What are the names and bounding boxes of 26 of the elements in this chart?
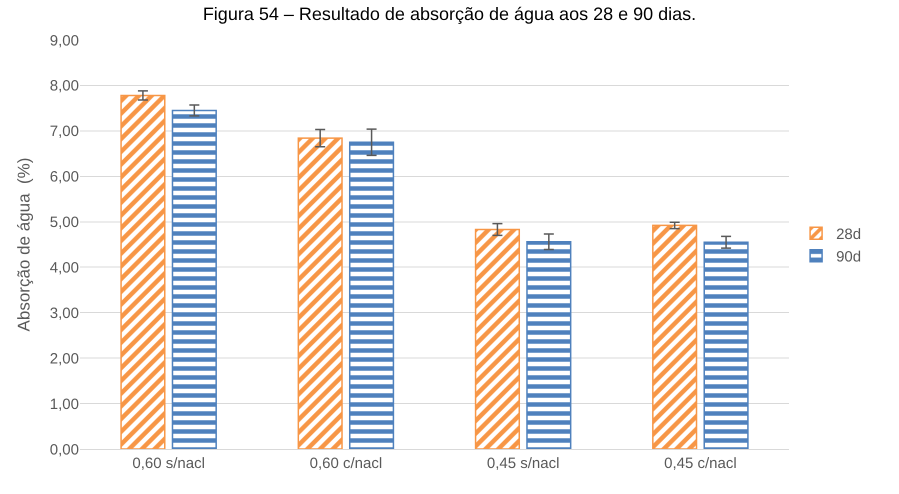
bar	[298, 137, 343, 449]
x-tick-label: 0,45 c/nacl	[664, 455, 737, 472]
bar	[526, 241, 572, 449]
bar	[120, 94, 166, 449]
bar	[474, 228, 520, 449]
bar	[703, 241, 749, 449]
y-tick-label: 1,00	[50, 396, 79, 413]
y-tick-label: 0,00	[50, 441, 79, 458]
bar	[348, 142, 394, 449]
text: 90d	[836, 248, 862, 266]
y-tick-label: 9,00	[50, 32, 79, 50]
bar	[652, 224, 698, 449]
bar	[172, 110, 217, 449]
y-tick-label: 5,00	[50, 214, 79, 232]
y-tick-label: 4,00	[50, 259, 79, 276]
y-axis-title: Absorção de água (%)	[14, 158, 34, 332]
x-tick-label: 0,60 s/nacl	[132, 455, 205, 472]
y-tick-label: 8,00	[50, 78, 79, 95]
y-tick-label: 6,00	[50, 168, 79, 186]
chart-title: Figura 54 – Resultado de absorção de água aos 28 e 90 dias.	[202, 4, 696, 24]
x-tick-label: 0,60 c/nacl	[310, 455, 382, 472]
y-tick-label: 2,00	[50, 350, 79, 368]
y-tick-label: 7,00	[50, 123, 79, 140]
text: 28d	[836, 226, 862, 244]
x-tick-label: 0,45 s/nacl	[486, 455, 560, 472]
y-tick-label: 3,00	[50, 304, 79, 322]
